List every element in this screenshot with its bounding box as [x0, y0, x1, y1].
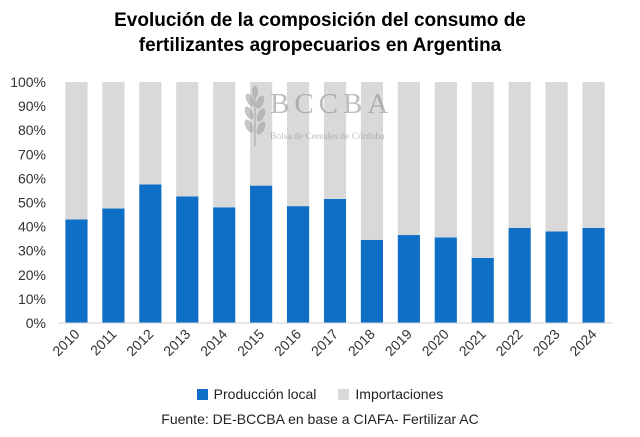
x-tick-label: 2016	[271, 326, 304, 359]
bar-produccion-local	[213, 207, 236, 323]
legend-label-importaciones: Importaciones	[355, 386, 444, 402]
chart-title-line-2: fertilizantes agropecuarios en Argentina	[138, 35, 502, 56]
x-tick-label: 2010	[49, 326, 82, 359]
bar-produccion-local	[65, 219, 88, 323]
legend-swatch-importaciones	[338, 388, 350, 400]
x-tick-label: 2019	[382, 326, 415, 359]
bar-produccion-local	[176, 196, 199, 323]
bar-produccion-local	[545, 231, 568, 323]
y-tick-label: 10%	[18, 291, 46, 307]
y-tick-label: 80%	[18, 122, 46, 138]
bar-produccion-local	[102, 208, 125, 323]
bar-produccion-local	[471, 257, 494, 323]
x-tick-label: 2017	[308, 326, 341, 359]
legend-label-produccion: Producción local	[213, 386, 317, 402]
x-tick-label: 2011	[87, 326, 120, 359]
chart-title: Evolución de la composición del consumo …	[0, 8, 640, 58]
legend-swatch-produccion	[196, 388, 208, 400]
bar-importaciones	[286, 82, 310, 207]
bar-produccion-local	[582, 227, 605, 323]
x-tick-label: 2014	[197, 326, 230, 359]
bar-produccion-local	[434, 237, 457, 323]
bar-produccion-local	[286, 206, 310, 323]
legend-item-importaciones: Importaciones	[338, 386, 443, 402]
bar-importaciones	[471, 82, 494, 258]
bar-produccion-local	[508, 227, 531, 323]
bar-importaciones	[508, 82, 531, 228]
bar-produccion-local	[250, 185, 273, 323]
source-note: Fuente: DE-BCCBA en base a CIAFA- Fertil…	[161, 411, 479, 427]
y-tick-label: 40%	[18, 219, 46, 235]
y-tick-label: 60%	[18, 170, 46, 186]
bar-importaciones	[323, 82, 347, 199]
watermark-subtitle: Bolsa de Cereales de Córdoba	[270, 132, 385, 142]
bar-produccion-local	[139, 184, 162, 323]
x-tick-label: 2018	[345, 326, 378, 359]
x-tick-label: 2023	[529, 326, 562, 359]
wheat-logo-icon	[244, 86, 266, 146]
bar-importaciones	[397, 82, 420, 236]
y-tick-label: 20%	[18, 267, 46, 283]
y-tick-label: 100%	[10, 74, 46, 90]
y-tick-label: 50%	[18, 195, 46, 211]
bar-importaciones	[360, 82, 384, 240]
bar-importaciones	[545, 82, 568, 232]
y-tick-label: 70%	[18, 146, 46, 162]
x-tick-label: 2024	[566, 326, 599, 359]
x-tick-label: 2022	[492, 326, 525, 359]
y-tick-label: 30%	[18, 243, 46, 259]
bar-importaciones	[582, 82, 605, 228]
chart-title-line-1: Evolución de la composición del consumo …	[114, 10, 526, 31]
bar-importaciones	[176, 82, 199, 197]
bar-produccion-local	[323, 198, 347, 323]
bar-produccion-local	[397, 235, 420, 323]
y-tick-label: 0%	[26, 315, 46, 331]
x-tick-label: 2012	[123, 326, 156, 359]
bar-importaciones	[102, 82, 125, 209]
watermark-name: BCCBA	[270, 88, 394, 120]
bccba-watermark: BCCBA Bolsa de Cereales de Córdoba	[238, 86, 418, 150]
x-tick-label: 2013	[160, 326, 193, 359]
bar-produccion-local	[360, 239, 384, 323]
x-tick-label: 2015	[234, 326, 267, 359]
bar-importaciones	[213, 82, 236, 208]
bar-importaciones	[139, 82, 162, 185]
legend-item-produccion: Producción local	[196, 386, 317, 402]
chart-legend: Producción local Importaciones	[0, 386, 640, 402]
x-tick-label: 2021	[456, 326, 489, 359]
bar-importaciones	[434, 82, 457, 238]
x-tick-label: 2020	[419, 326, 452, 359]
bar-importaciones	[65, 82, 88, 220]
y-tick-label: 90%	[18, 98, 46, 114]
